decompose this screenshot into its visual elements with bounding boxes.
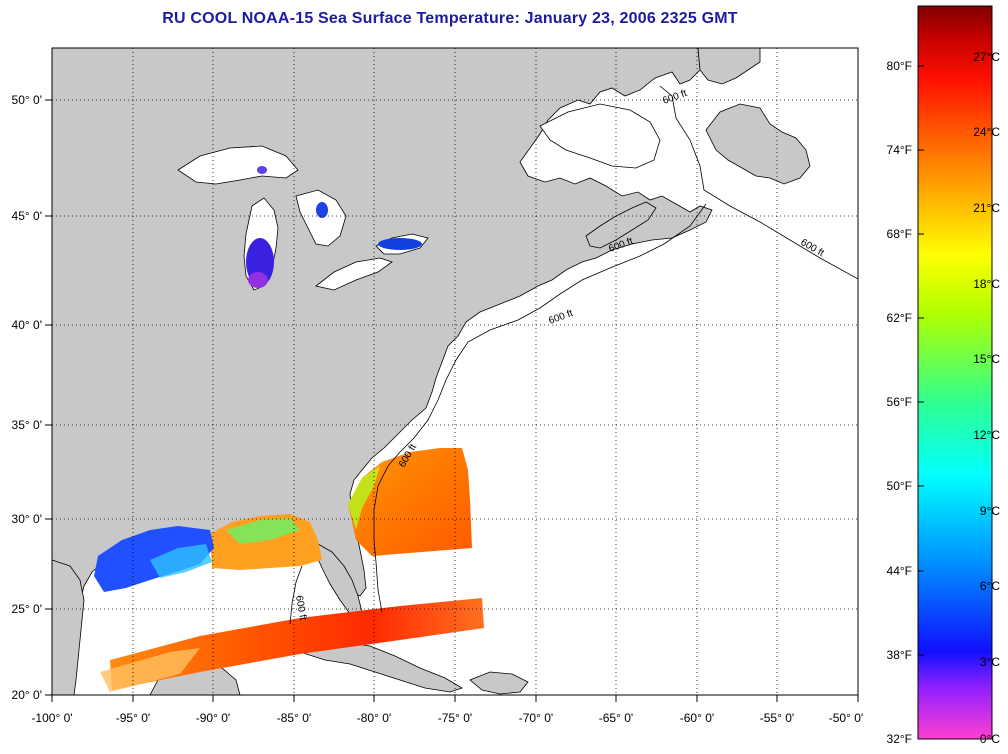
lat-tick-label: 30° 0' [12, 512, 42, 526]
land-nova-scotia [585, 201, 657, 249]
gulf-st-lawrence [539, 103, 661, 169]
lon-tick-label: -70° 0' [519, 711, 553, 725]
lon-tick-label: -65° 0' [599, 711, 633, 725]
sst-lake-huron [316, 202, 328, 218]
lat-tick-label: 20° 0' [12, 688, 42, 702]
lon-tick-label: -60° 0' [680, 711, 714, 725]
celsius-label: 21°C [973, 201, 1000, 215]
lake-huron [295, 189, 347, 247]
fahrenheit-label: 68°F [887, 227, 912, 241]
lon-tick-label: -75° 0' [438, 711, 472, 725]
lon-ticks [51, 695, 859, 702]
lon-labels: -100° 0' -95° 0' -90° 0' -85° 0' -80° 0'… [31, 711, 863, 725]
lat-tick-label: 45° 0' [12, 209, 42, 223]
sst-lake-ontario [378, 238, 422, 250]
fahrenheit-label: 38°F [887, 648, 912, 662]
lon-tick-label: -50° 0' [829, 711, 863, 725]
sst-gulf-stream-swath [348, 448, 472, 556]
lat-tick-label: 35° 0' [12, 418, 42, 432]
lake-erie [315, 257, 393, 291]
sst-florida-straits-strip [110, 598, 484, 690]
lat-tick-label: 40° 0' [12, 318, 42, 332]
fahrenheit-label: 32°F [887, 732, 912, 746]
sst-lake-michigan-south [248, 272, 268, 288]
lat-tick-label: 25° 0' [12, 602, 42, 616]
fahrenheit-label: 62°F [887, 311, 912, 325]
lon-tick-label: -90° 0' [196, 711, 230, 725]
map-title: RU COOL NOAA-15 Sea Surface Temperature:… [162, 10, 738, 27]
celsius-label: 24°C [973, 125, 1000, 139]
lat-ticks [45, 99, 52, 696]
celsius-label: 3°C [980, 655, 1000, 669]
celsius-label: 6°C [980, 579, 1000, 593]
lat-labels: 20° 0' 25° 0' 30° 0' 35° 0' 40° 0' 45° 0… [12, 93, 42, 702]
lon-tick-label: -85° 0' [277, 711, 311, 725]
celsius-label: 9°C [980, 504, 1000, 518]
celsius-label: 27°C [973, 50, 1000, 64]
celsius-label: 18°C [973, 277, 1000, 291]
fahrenheit-label: 44°F [887, 564, 912, 578]
sst-gulf-mexico-cyan [150, 544, 212, 578]
lon-tick-label: -100° 0' [31, 711, 72, 725]
land-newfoundland [705, 103, 811, 185]
colorbar [917, 5, 993, 740]
lon-tick-label: -95° 0' [116, 711, 150, 725]
land-hispaniola [469, 671, 529, 695]
isobath-600ft [289, 85, 858, 625]
fahrenheit-label: 56°F [887, 395, 912, 409]
celsius-label: 12°C [973, 428, 1000, 442]
lat-tick-label: 50° 0' [12, 93, 42, 107]
lon-tick-label: -80° 0' [357, 711, 391, 725]
land-mexico [52, 559, 85, 695]
lake-superior [177, 145, 299, 185]
lon-tick-label: -55° 0' [760, 711, 794, 725]
colorbar-celsius-labels: 27°C 24°C 21°C 18°C 15°C 12°C 9°C 6°C 3°… [973, 50, 1000, 746]
fahrenheit-label: 50°F [887, 479, 912, 493]
sst-lake-superior [257, 166, 267, 174]
isobath-label: 600 ft [293, 595, 308, 622]
land-labrador [697, 48, 761, 85]
fahrenheit-label: 74°F [887, 143, 912, 157]
colorbar-fahrenheit-labels: 80°F 74°F 68°F 62°F 56°F 50°F 44°F 38°F … [887, 59, 912, 746]
sst-swath-cool-edge [348, 466, 380, 530]
sst-gulf-mexico-mid [226, 518, 300, 544]
celsius-label: 15°C [973, 352, 1000, 366]
sst-strip-west [100, 648, 200, 692]
fahrenheit-label: 80°F [887, 59, 912, 73]
celsius-label: 0°C [980, 732, 1000, 746]
colorbar-fahrenheit-ticks [918, 65, 924, 656]
